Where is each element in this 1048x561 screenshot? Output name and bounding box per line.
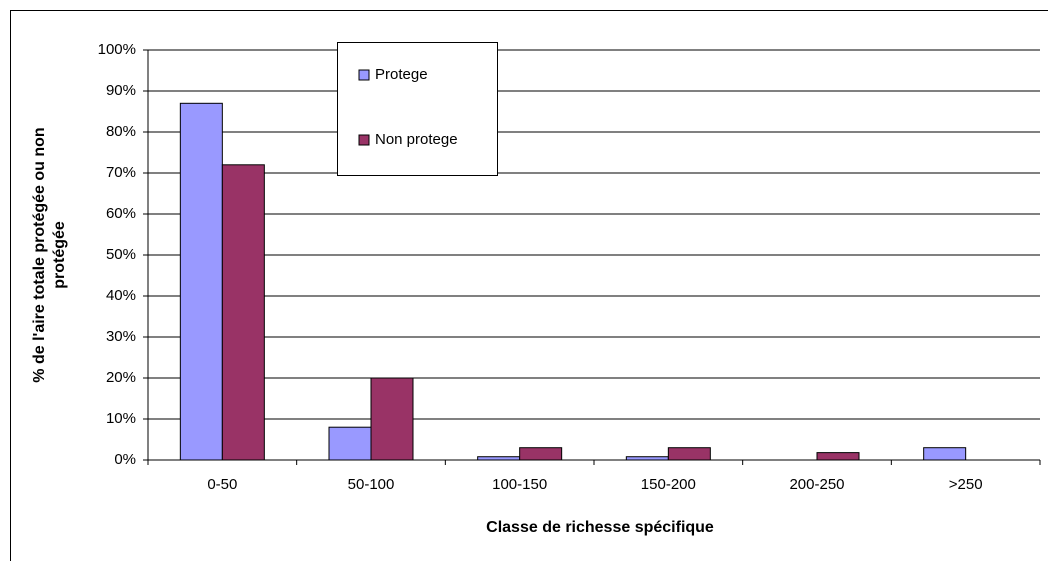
legend-swatch (358, 69, 370, 81)
legend-box (337, 42, 498, 176)
y-axis-title-line: % de l'aire totale protégée ou non (31, 127, 48, 382)
x-tick-label: 100-150 (492, 476, 547, 493)
x-tick-label: 150-200 (641, 476, 696, 493)
x-tick-label: 50-100 (348, 476, 395, 493)
y-tick-label: 10% (106, 410, 136, 427)
bar (221, 164, 265, 461)
x-tick-label: >250 (949, 476, 983, 493)
legend-swatch (358, 134, 370, 146)
y-tick-label: 80% (106, 123, 136, 140)
y-tick-label: 50% (106, 246, 136, 263)
y-tick-label: 20% (106, 369, 136, 386)
bar (370, 377, 414, 461)
bar (519, 447, 563, 461)
y-tick-label: 40% (106, 287, 136, 304)
y-axis-title: % de l'aire totale protégée ou non proté… (31, 127, 68, 382)
chart-border (10, 10, 1048, 561)
y-tick-label: 90% (106, 82, 136, 99)
bar (328, 426, 372, 461)
y-tick-label: 0% (114, 451, 136, 468)
y-axis-title-line: protégée (51, 221, 68, 289)
bar (667, 447, 711, 461)
y-tick-label: 100% (98, 41, 136, 58)
legend-label: Protege (375, 66, 428, 83)
legend-label: Non protege (375, 131, 458, 148)
bar (179, 102, 223, 461)
y-tick-label: 60% (106, 205, 136, 222)
bar (923, 447, 967, 461)
bar (816, 452, 860, 461)
x-tick-label: 0-50 (207, 476, 237, 493)
x-tick-label: 200-250 (789, 476, 844, 493)
y-tick-label: 30% (106, 328, 136, 345)
y-tick-label: 70% (106, 164, 136, 181)
x-axis-title: Classe de richesse spécifique (486, 519, 714, 536)
